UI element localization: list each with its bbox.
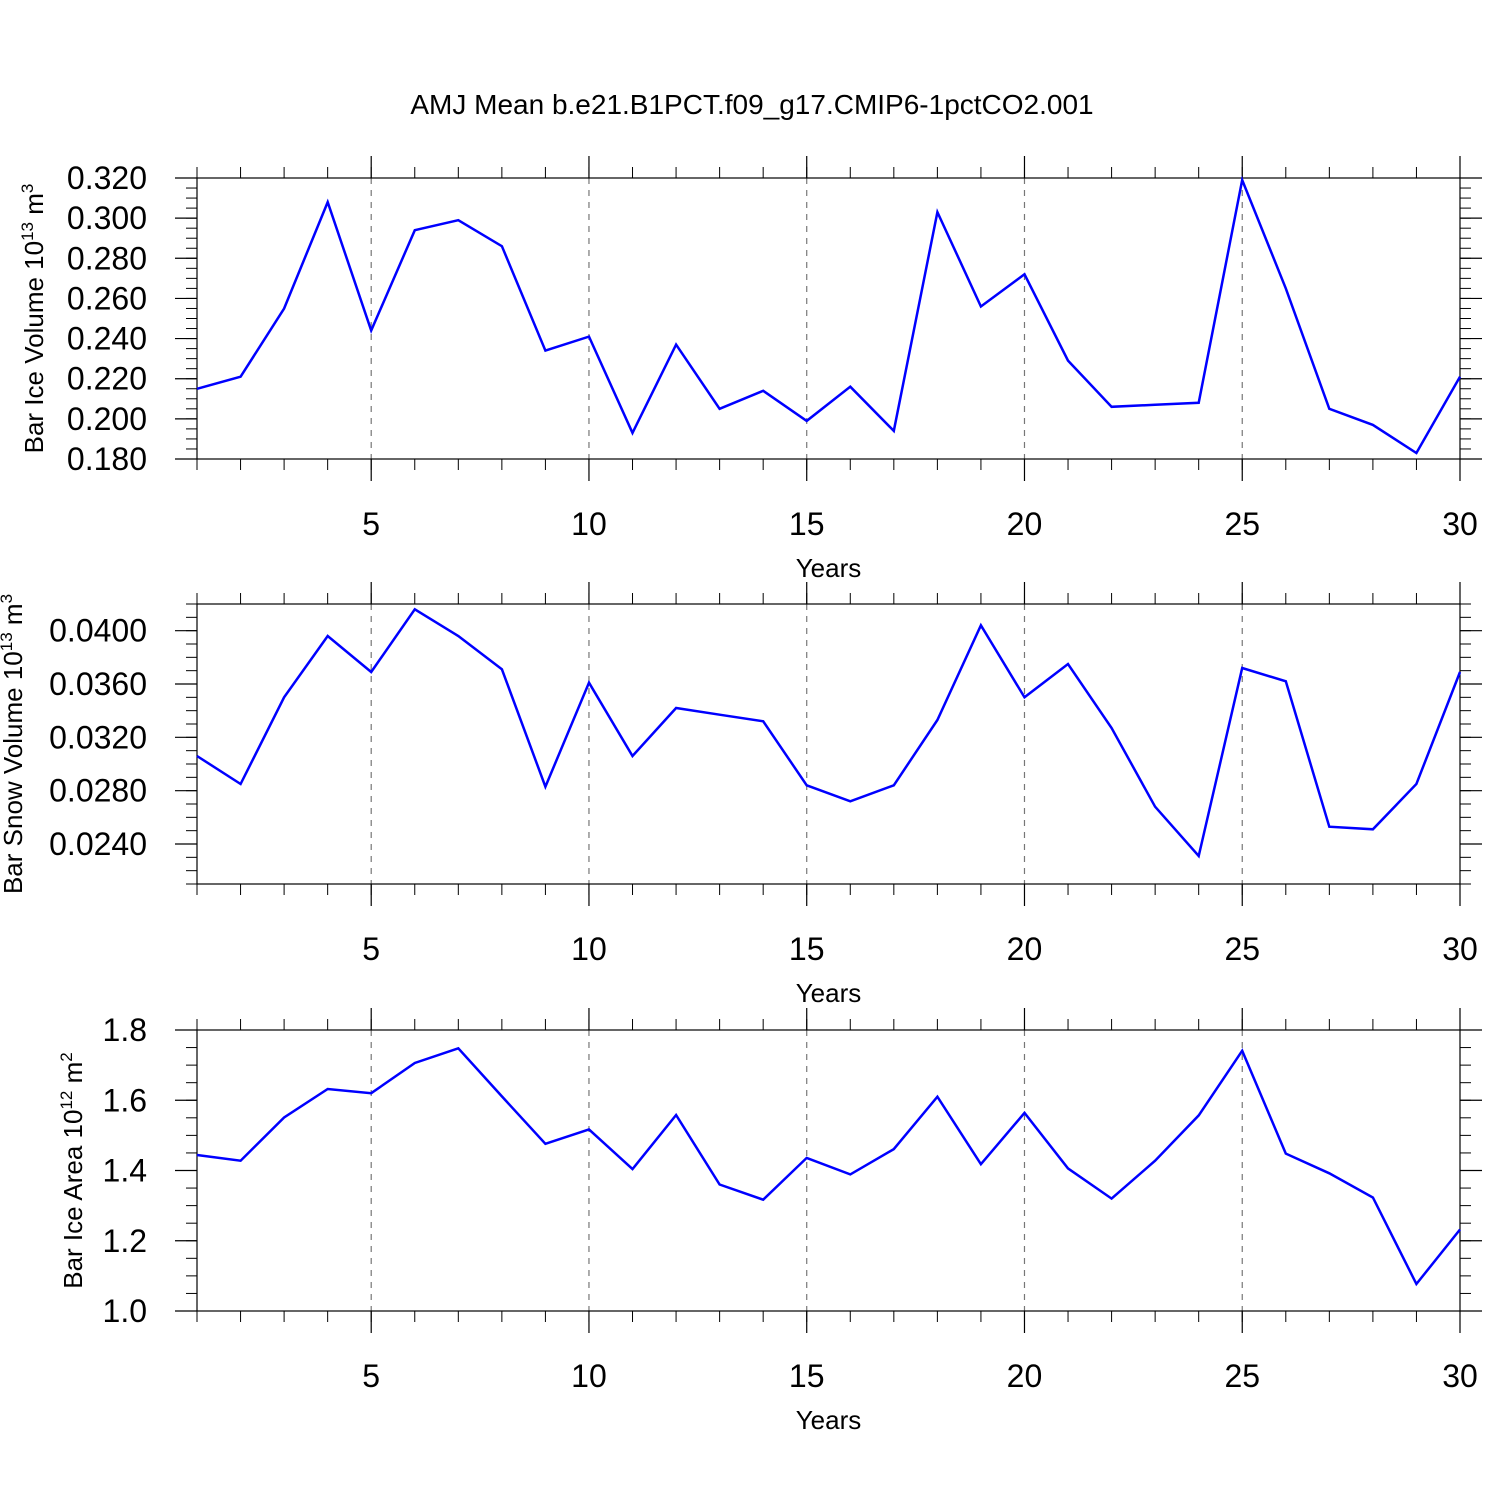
x-tick-label: 10 [571,506,607,542]
y-tick-label: 0.220 [67,361,147,397]
x-tick-label: 30 [1442,1358,1478,1394]
y-tick-label: 0.0400 [49,613,147,649]
series-line [196,607,1462,859]
y-tick-label: 0.0360 [49,666,147,702]
x-tick-label: 20 [1007,506,1043,542]
y-tick-label: 0.280 [67,240,147,276]
y-axis-label: Bar Snow Volume 1013 m3 [0,594,28,894]
y-tick-label: 0.0280 [49,773,147,809]
y-tick-label: 1.0 [103,1293,147,1329]
x-tick-label: 30 [1442,931,1478,967]
y-tick-label: 0.320 [67,160,147,196]
x-tick-label: 5 [362,506,380,542]
x-tick-label: 25 [1224,506,1260,542]
x-tick-label: 5 [362,931,380,967]
series-line [196,1046,1461,1287]
y-tick-label: 0.200 [67,401,147,437]
x-axis-label: Years [796,978,862,1008]
x-tick-label: 5 [362,1358,380,1394]
x-axis-label: Years [796,553,862,583]
plot-frame [196,1029,1461,1312]
y-tick-label: 0.240 [67,321,147,357]
x-axis-label: Years [796,1405,862,1435]
x-tick-label: 10 [571,1358,607,1394]
x-tick-label: 15 [789,506,825,542]
chart-panels: 5 10 15 20 25 30 0.180 0.200 0.220 0.240 0.260 0.28… [0,156,1482,1435]
y-tick-label: 1.6 [103,1082,147,1118]
x-tick-label: 25 [1224,931,1260,967]
y-tick-label: 0.260 [67,280,147,316]
y-tick-label: 0.0240 [49,826,147,862]
series-line [196,175,1462,455]
x-tick-label: 20 [1007,1358,1043,1394]
x-tick-label: 15 [789,1358,825,1394]
chart-title: AMJ Mean b.e21.B1PCT.f09_g17.CMIP6-1pctC… [410,89,1093,120]
y-tick-label: 1.8 [103,1012,147,1048]
x-tick-label: 20 [1007,931,1043,967]
x-tick-label: 30 [1442,506,1478,542]
y-tick-label: 0.300 [67,200,147,236]
x-tick-label: 10 [571,931,607,967]
plot-frame [196,177,1461,460]
panel-3: 5 10 15 20 25 30 1.0 1.2 1.4 1.6 1.8 Years Bar Ice A… [57,1008,1482,1435]
y-tick-label: 1.4 [103,1153,147,1189]
y-tick-label: 0.180 [67,441,147,477]
y-tick-label: 0.0320 [49,719,147,755]
y-axis-label: Bar Ice Area 1012 m2 [57,1052,88,1289]
y-tick-label: 1.2 [103,1223,147,1259]
panel-1: 5 10 15 20 25 30 0.180 0.200 0.220 0.240 0.260 0.28… [18,156,1482,583]
y-axis-label: Bar Ice Volume 1013 m3 [18,184,49,454]
panel-2: 5 10 15 20 25 30 0.0240 0.0280 0.0320 0.0360 0.040… [0,582,1482,1008]
x-tick-label: 15 [789,931,825,967]
plot-frame [196,603,1461,885]
x-tick-label: 25 [1224,1358,1260,1394]
